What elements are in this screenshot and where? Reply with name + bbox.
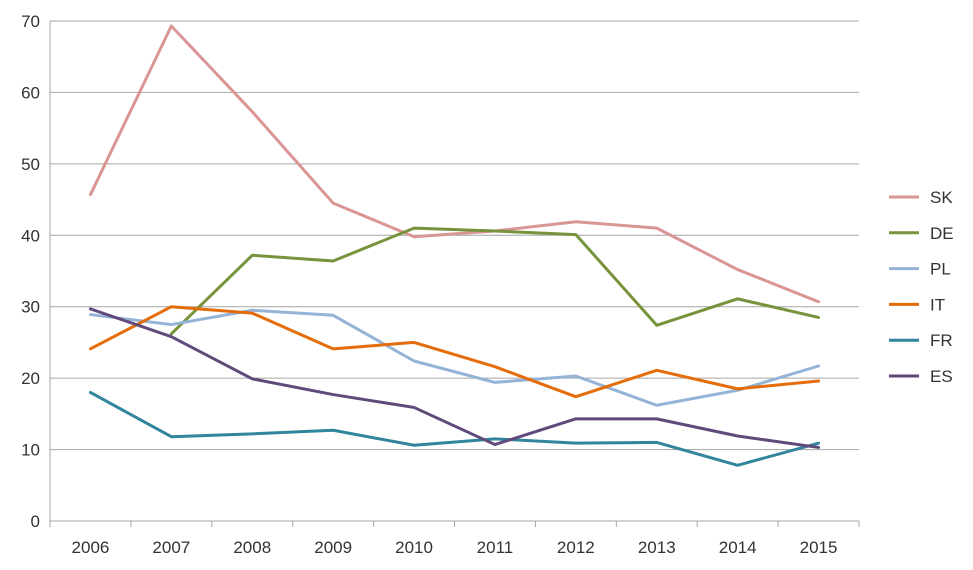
y-tick-label: 60 <box>21 83 40 102</box>
x-tick-label-2013: 2013 <box>638 538 676 557</box>
y-axis-tick-labels: 0 10 20 30 40 50 60 70 <box>21 12 40 531</box>
x-tick-label-2015: 2015 <box>800 538 838 557</box>
y-tick-label: 30 <box>21 298 40 317</box>
legend-label-fr: FR <box>930 331 953 350</box>
series-line-es <box>88 307 821 449</box>
x-tick-label-2007: 2007 <box>152 538 190 557</box>
x-tick-label-2008: 2008 <box>233 538 271 557</box>
legend-label-pl: PL <box>930 260 951 279</box>
y-tick-label: 50 <box>21 155 40 174</box>
legend-label-de: DE <box>930 224 954 243</box>
x-tick-label-2010: 2010 <box>395 538 433 557</box>
x-tick-label-2014: 2014 <box>719 538 757 557</box>
legend: SK DE PL IT FR ES <box>889 188 954 386</box>
y-tick-label: 40 <box>21 226 40 245</box>
series-line-sk <box>88 24 821 304</box>
legend-label-it: IT <box>930 295 945 314</box>
x-tick-label-2009: 2009 <box>314 538 352 557</box>
x-tick-label-2006: 2006 <box>72 538 110 557</box>
series-line-pl <box>88 308 821 407</box>
legend-label-sk: SK <box>930 188 953 207</box>
y-tick-label: 20 <box>21 369 40 388</box>
series-line-fr <box>88 390 821 467</box>
series-line-de <box>169 226 821 336</box>
y-tick-label: 0 <box>31 512 40 531</box>
series-line-it <box>88 305 821 399</box>
y-tick-label: 70 <box>21 12 40 31</box>
series-lines <box>88 24 821 467</box>
x-axis-tick-labels: 2006 2007 2008 2009 2010 2011 2012 2013 2014 2015 <box>72 538 838 557</box>
x-tick-label-2011: 2011 <box>477 538 514 557</box>
x-tick-label-2012: 2012 <box>557 538 595 557</box>
axes <box>49 21 860 527</box>
y-tick-label: 10 <box>21 441 40 460</box>
legend-label-es: ES <box>930 367 953 386</box>
